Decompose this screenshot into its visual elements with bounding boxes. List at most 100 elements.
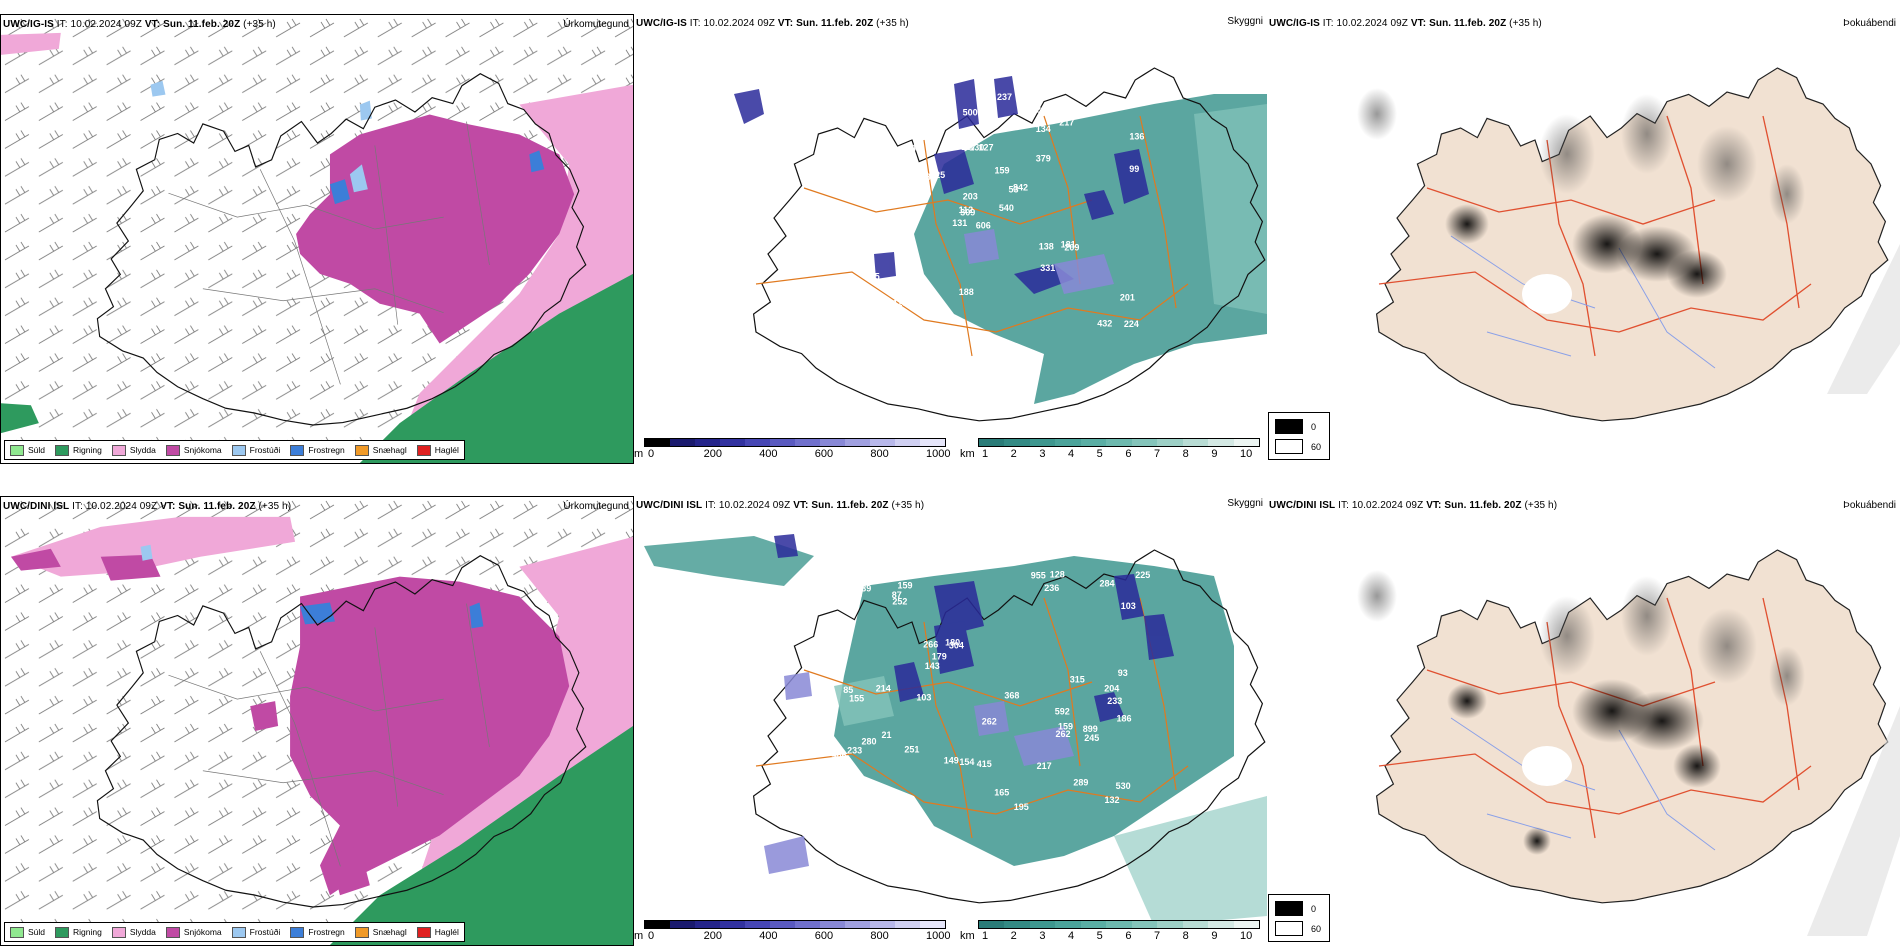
station-value-label: 251: [904, 745, 919, 755]
legend-swatch: [290, 444, 305, 456]
fog-index-map: [1357, 67, 1900, 422]
station-value-label: 103: [916, 693, 931, 703]
legend-swatch: [55, 444, 70, 456]
visibility-color-step: [1080, 921, 1107, 928]
fog-legend-item: 0: [1275, 901, 1316, 916]
station-value-label: 262: [982, 716, 997, 726]
panel-name: Þokuábendi: [1843, 18, 1896, 29]
station-value-label: 245: [1084, 733, 1099, 743]
legend-item: Snæhagl: [354, 926, 407, 938]
station-value-label: 955: [1031, 570, 1046, 580]
elevation-unit: m: [634, 930, 644, 942]
elevation-color-step: [745, 439, 770, 446]
fog-index-map: [1357, 549, 1900, 936]
legend-swatch: [165, 926, 180, 938]
legend-label: Snæhagl: [372, 445, 407, 455]
visibility-tick-label: 1: [982, 448, 989, 460]
legend-swatch: [165, 444, 180, 456]
elevation-color-step: [770, 921, 795, 928]
station-value-label: 143: [925, 661, 940, 671]
station-value-label: 180: [840, 308, 855, 318]
elevation-color-step: [720, 439, 745, 446]
elevation-color-step: [895, 439, 920, 446]
station-value-label: 159: [1058, 722, 1073, 732]
station-value-label: 435: [865, 272, 880, 282]
station-value-label: 203: [963, 191, 978, 201]
station-value-label: 128: [1050, 569, 1065, 579]
elevation-tick-label: 400: [759, 448, 778, 460]
station-value-label: 179: [932, 652, 947, 662]
station-value-label: 177: [885, 181, 900, 191]
station-value-label: 223: [854, 193, 869, 203]
station-value-label: 225: [930, 170, 945, 180]
station-value-label: 899: [1083, 724, 1098, 734]
panel-title: UWC/DINI ISL IT: 10.02.2024 09Z VT: Sun.…: [1269, 500, 1558, 511]
station-value-label: 289: [1073, 778, 1088, 788]
station-value-label: 236: [1044, 583, 1059, 593]
elevation-tick-label: 800: [870, 448, 889, 460]
visibility-tick-label: 2: [1010, 930, 1017, 942]
visibility-color-step: [1106, 921, 1132, 928]
elevation-tick-label: 600: [814, 448, 834, 460]
fog-legend-label: 60: [1311, 923, 1322, 934]
panel-title: UWC/IG-IS IT: 10.02.2024 09Z VT: Sun. 11…: [3, 19, 276, 30]
visibility-color-step: [1004, 921, 1030, 928]
visibility-color-step: [1004, 439, 1030, 446]
panel-title: UWC/DINI ISL IT: 10.02.2024 09Z VT: Sun.…: [636, 500, 925, 511]
station-value-label: 134: [1036, 124, 1051, 134]
precip-type-legend: Súld Rigning Slydda Snjókoma Frostúði Fr…: [4, 922, 465, 942]
precip-type-legend: Súld Rigning Slydda Snjókoma Frostúði Fr…: [4, 440, 465, 460]
elevation-color-step: [670, 439, 695, 446]
station-value-label: 214: [876, 683, 891, 693]
station-value-label: 180: [945, 638, 960, 648]
station-value-label: 331: [1040, 263, 1055, 273]
legend-label: Súld: [28, 445, 46, 455]
station-value-label: 368: [1004, 691, 1019, 701]
elevation-tick-label: 0: [648, 930, 655, 942]
station-value-label: 118: [893, 298, 908, 308]
elevation-tick-label: 600: [814, 930, 834, 942]
legend-label: Frostregn: [308, 927, 345, 937]
elevation-color-step: [845, 921, 870, 928]
visibility-tick-label: 5: [1096, 930, 1103, 942]
legend-label: Rigning: [73, 445, 102, 455]
station-value-label: 93: [1118, 668, 1128, 678]
legend-item: Snjókoma: [165, 444, 222, 456]
visibility-tick-label: 10: [1240, 448, 1253, 460]
fog-legend-label: 0: [1311, 421, 1317, 432]
station-value-label: 252: [892, 597, 907, 607]
visibility-color-step: [1029, 921, 1056, 928]
legend-item: Haglél: [416, 444, 459, 456]
fog-index-legend: 0 60: [1268, 412, 1330, 460]
panel-name: Þokuábendi: [1843, 500, 1896, 511]
station-value-label: 217: [1037, 761, 1052, 771]
visibility-colorbar: km 1 2 3 4 5 6 7 8 9 10: [960, 436, 1260, 462]
visibility-color-step: [1055, 439, 1081, 446]
visibility-color-step: [1029, 439, 1056, 446]
visibility-color-step: [979, 921, 1005, 928]
legend-item: Súld: [10, 926, 45, 938]
station-value-label: 209: [1064, 243, 1079, 253]
legend-swatch: [290, 926, 305, 938]
elevation-tick-label: 200: [703, 930, 722, 942]
station-value-label: 266: [923, 639, 938, 649]
station-value-label: 99: [1129, 164, 1139, 174]
legend-label: Slydda: [129, 927, 156, 937]
station-value-label: 304: [949, 641, 964, 651]
legend-item: Snæhagl: [354, 444, 407, 456]
visibility-color-step: [1208, 439, 1234, 446]
station-value-label: 240: [854, 781, 869, 791]
legend-swatch: [10, 444, 24, 456]
visibility-tick-label: 3: [1039, 930, 1046, 942]
elevation-tick-label: 400: [759, 930, 778, 942]
station-value-label: 280: [862, 737, 877, 747]
station-value-label: 309: [960, 208, 975, 218]
station-value-label: 606: [976, 221, 991, 231]
legend-label: Snjókoma: [183, 445, 222, 455]
legend-swatch: [111, 444, 126, 456]
station-value-label: 213: [852, 145, 867, 155]
panel-name: Skyggni: [1227, 16, 1263, 27]
legend-label: Frostregn: [308, 445, 345, 455]
legend-swatch: [416, 926, 431, 938]
legend-swatch: [231, 926, 246, 938]
